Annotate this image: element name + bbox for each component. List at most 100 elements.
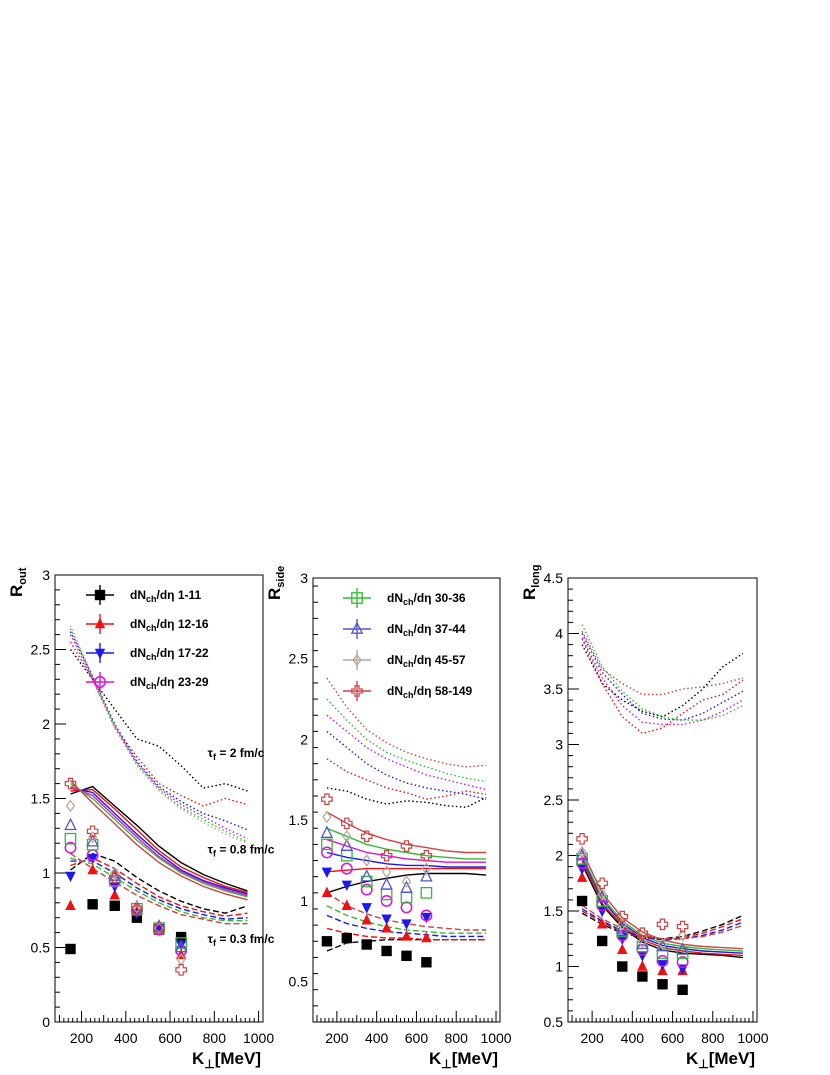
x-tick-label: 400 [114,1030,138,1046]
legend-marker [94,617,106,629]
x-tick-label: 800 [203,1030,227,1046]
x-axis-label-unit: [MeV] [709,1049,755,1068]
legend-label-main: dN [387,622,403,636]
model-curve-tau-2-red [69,641,248,807]
legend-label-sub: ch [403,597,414,607]
y-tick-label: 4.5 [544,570,564,586]
x-axis-label-sub: ⊥ [441,1057,451,1071]
tau-annotation-symbol: τ [208,932,214,946]
legend-label-sub: ch [403,690,414,700]
data-point-black [596,935,608,947]
data-point-green [636,940,649,953]
legend-label-rest: /dη 1-11 [157,588,202,602]
x-tick-label: 1000 [243,1030,274,1046]
data-point-salmon [636,927,649,940]
y-axis-label-main: R [265,588,284,600]
data-point-salmon [380,849,393,862]
legend-label-sub: ch [403,628,414,638]
model-curve-tau-0p3-salmon [581,904,744,940]
data-point-black [677,984,688,996]
data-point-black [401,950,412,962]
model-curve-tau-0p3-green [326,905,487,934]
y-axis-label-sub: long [530,565,542,588]
data-point-tan [577,845,587,859]
tau-annotation: τf = 0.8 fm/c [208,843,275,859]
data-point-blue [657,960,668,971]
data-point-blue [341,880,353,891]
x-tick-label: 400 [621,1030,645,1046]
data-point-salmon [676,920,689,933]
tau-annotation: τf = 0.3 fm/c [208,932,275,948]
data-point-green [340,849,353,862]
model-curve-tau-2-salmon [581,630,744,696]
x-axis-label-sub: ⊥ [204,1057,214,1071]
legend-label-rest: /dη 12-16 [157,617,209,631]
y-tick-label: 2 [300,731,308,747]
legend-label-main: dN [130,588,146,602]
data-point-purple [174,939,188,953]
plot-frame [54,574,264,1023]
legend-label-rest: /dη 23-29 [157,675,209,689]
data-point-green [420,886,433,899]
y-tick-label: 2 [555,848,563,864]
data-point-red [617,943,628,955]
model-curve-tau-2-blue [581,633,744,721]
x-tick-label: 200 [325,1030,349,1046]
model-curve-tau-2-black [326,787,487,809]
data-point-salmon [616,910,629,923]
data-point-black [321,936,333,947]
data-point-salmon [400,840,413,852]
data-point-black [65,943,76,955]
legend-label: dNch/dη 17-22 [130,646,209,662]
x-tick-label: 600 [661,1030,685,1046]
data-point-blue [361,903,372,914]
model-curve-tau-2-black [69,649,248,792]
data-point-black [421,957,432,968]
legend-label-rest: /dη 58-149 [414,684,473,698]
model-curve-tau-0p8-salmon [70,780,248,901]
data-point-purple [420,869,433,882]
data-point-salmon [321,793,333,805]
y-axis-label: Rlong [520,565,542,601]
y-tick-label: 1.5 [31,791,51,807]
y-tick-label: 2.5 [289,651,309,667]
model-curve-tau-0p3-green [70,857,248,922]
y-tick-label: 2.5 [544,792,564,808]
tau-annotation-sub: f [213,849,217,859]
data-point-red [321,886,333,898]
model-curve-tau-0p8-red [70,788,248,894]
data-point-black [109,900,120,911]
y-axis-label-sub: out [17,567,29,584]
y-tick-label: 2 [42,716,50,732]
data-point-black [361,939,372,950]
legend-label: dNch/dη 23-29 [130,675,209,691]
tau-annotation-sub: f [213,938,217,948]
data-point-blue [87,853,98,865]
legend-marker [94,589,106,601]
model-curve-tau-0p8-blue [581,857,743,954]
model-curve-tau-0p8-green [70,783,248,898]
data-point-purple [320,825,334,838]
y-axis-label-main: R [7,585,26,597]
x-axis-label: K⊥[MeV] [686,1049,755,1071]
data-point-black [617,961,628,972]
data-point-red [637,960,648,971]
data-point-tan [657,938,668,951]
data-point-red [596,918,608,929]
data-point-green [656,947,669,960]
data-point-purple [400,880,413,893]
model-curve-tau-0p8-green [326,827,487,860]
data-point-salmon [153,922,165,934]
data-point-tan [401,875,412,888]
data-point-blue [421,912,432,924]
data-point-black [657,979,668,990]
y-tick-label: 3.5 [544,681,564,697]
data-point-salmon [131,902,143,915]
data-point-blue [381,914,392,925]
legend-marker [351,592,363,604]
model-curve-tau-2-red [581,638,744,735]
legend-label-rest: /dη 30-36 [414,591,466,605]
data-point-tan [617,918,627,931]
model-curve-tau-2-magenta [326,714,487,791]
tau-annotation: τf = 2 fm/c [208,746,265,762]
